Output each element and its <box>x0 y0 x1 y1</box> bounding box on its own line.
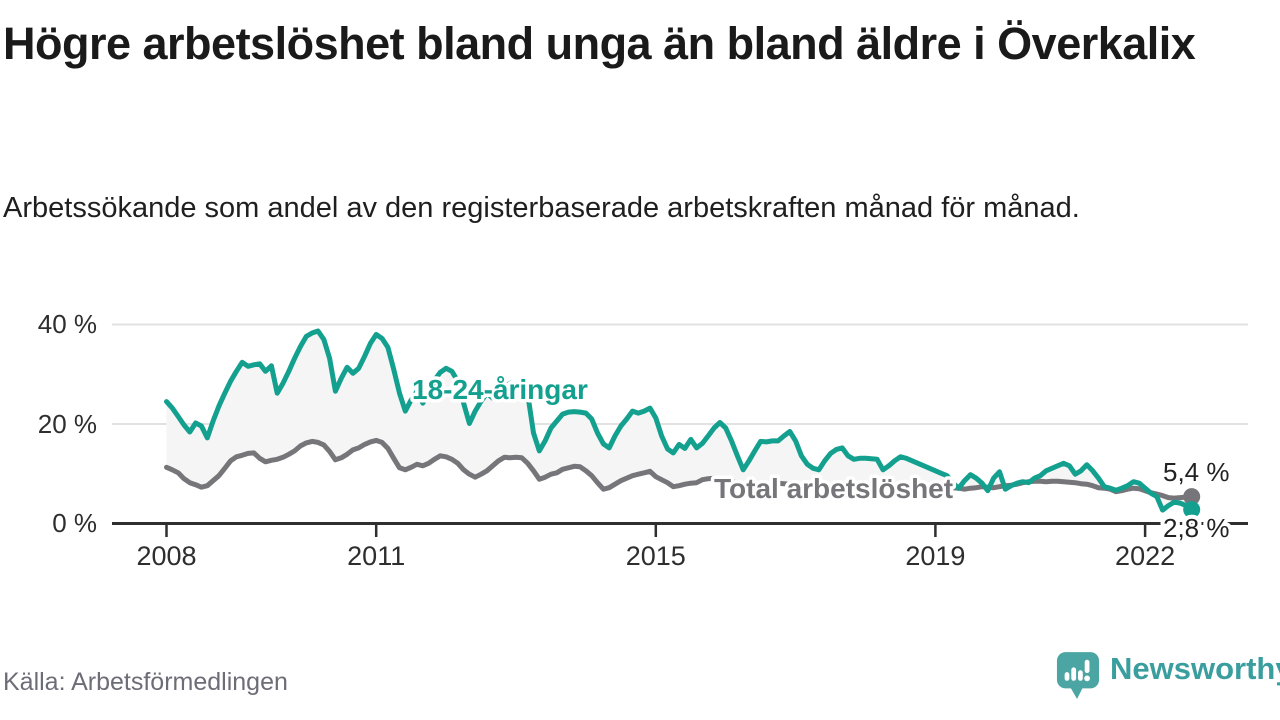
x-tick-label-2015: 2015 <box>626 541 686 571</box>
brand-name: Newsworthy <box>1110 651 1280 686</box>
chart-subtitle: Arbetssökande som andel av den registerb… <box>3 192 1080 224</box>
end-value-label-youth: 2,8 % <box>1163 513 1230 543</box>
brand-logo: Newsworthy <box>1056 651 1280 701</box>
source-note: Källa: Arbetsförmedlingen <box>3 668 288 696</box>
page-title: Högre arbetslöshet bland unga än bland ä… <box>3 18 1196 69</box>
end-value-label-total: 5,4 % <box>1163 457 1230 487</box>
x-tick-label-2019: 2019 <box>905 541 965 571</box>
series-label-youth: 18-24-åringar <box>412 374 588 405</box>
line-youth <box>164 328 1195 513</box>
y-axis: 40 % 20 % 0 % <box>38 309 97 538</box>
speech-bubble-bar-chart-icon <box>1056 652 1100 699</box>
series-label-total: Total arbetslöshet <box>714 473 953 504</box>
series-layer <box>164 328 1201 519</box>
end-dot-total <box>1183 488 1201 506</box>
y-tick-label-40: 40 % <box>38 309 97 339</box>
x-tick-label-2008: 2008 <box>136 541 196 571</box>
end-dot-youth <box>1183 501 1201 519</box>
y-tick-label-20: 20 % <box>38 409 97 439</box>
x-tick-label-2011: 2011 <box>347 541 405 571</box>
x-axis: 2008 2011 2015 2019 2022 <box>112 522 1248 571</box>
y-tick-label-0: 0 % <box>52 508 97 538</box>
x-tick-label-2022: 2022 <box>1115 541 1175 571</box>
